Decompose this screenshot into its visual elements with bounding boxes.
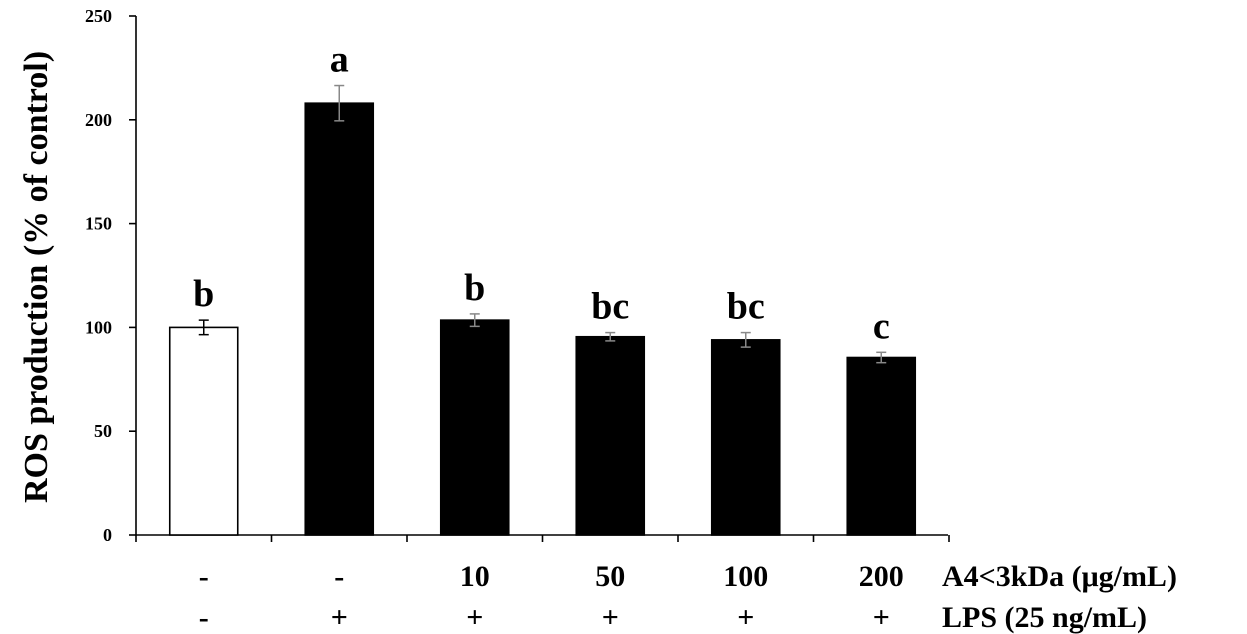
y-axis-label: ROS production (% of control): [18, 51, 55, 503]
y-tick-label: 150: [85, 214, 112, 234]
treatment-value: +: [602, 601, 619, 634]
treatment-value: 50: [595, 560, 625, 593]
treatment-row-label: LPS (25 ng/mL): [942, 601, 1147, 634]
y-axis: 0 50 100 150 200 250: [85, 6, 137, 545]
bar: [439, 319, 510, 536]
treatment-value: 10: [460, 560, 490, 593]
bar: [710, 339, 781, 536]
significance-letter: a: [330, 39, 349, 81]
y-tick-label: 50: [94, 421, 112, 441]
treatment-value: -: [199, 601, 209, 634]
treatment-table: - - 10 50 100 200 A4<3kDa (μg/mL) - + + + + + LPS (25…: [199, 560, 1177, 634]
significance-letter: b: [464, 267, 485, 309]
treatment-value: +: [737, 601, 754, 634]
error-bars: [198, 84, 887, 364]
bars: [168, 102, 917, 536]
significance-letter: bc: [591, 286, 629, 328]
bar: [846, 356, 917, 536]
treatment-value: +: [331, 601, 348, 634]
significance-letter: bc: [727, 286, 765, 328]
bar: [304, 102, 375, 536]
treatment-value: 100: [723, 560, 768, 593]
treatment-value: +: [873, 601, 890, 634]
bar: [168, 326, 239, 536]
y-tick-label: 100: [85, 317, 112, 337]
bar: [575, 335, 646, 536]
significance-letters: b a b bc bc c: [193, 39, 890, 348]
treatment-row-label: A4<3kDa (μg/mL): [942, 560, 1177, 593]
treatment-value: -: [334, 560, 344, 593]
significance-letter: c: [873, 305, 890, 347]
y-tick-label: 250: [85, 6, 112, 26]
treatment-value: -: [199, 560, 209, 593]
y-tick-label: 200: [85, 110, 112, 130]
y-tick-label: 0: [103, 525, 112, 545]
x-axis: [135, 534, 950, 542]
treatment-value: +: [466, 601, 483, 634]
treatment-value: 200: [859, 560, 904, 593]
significance-letter: b: [193, 273, 214, 315]
